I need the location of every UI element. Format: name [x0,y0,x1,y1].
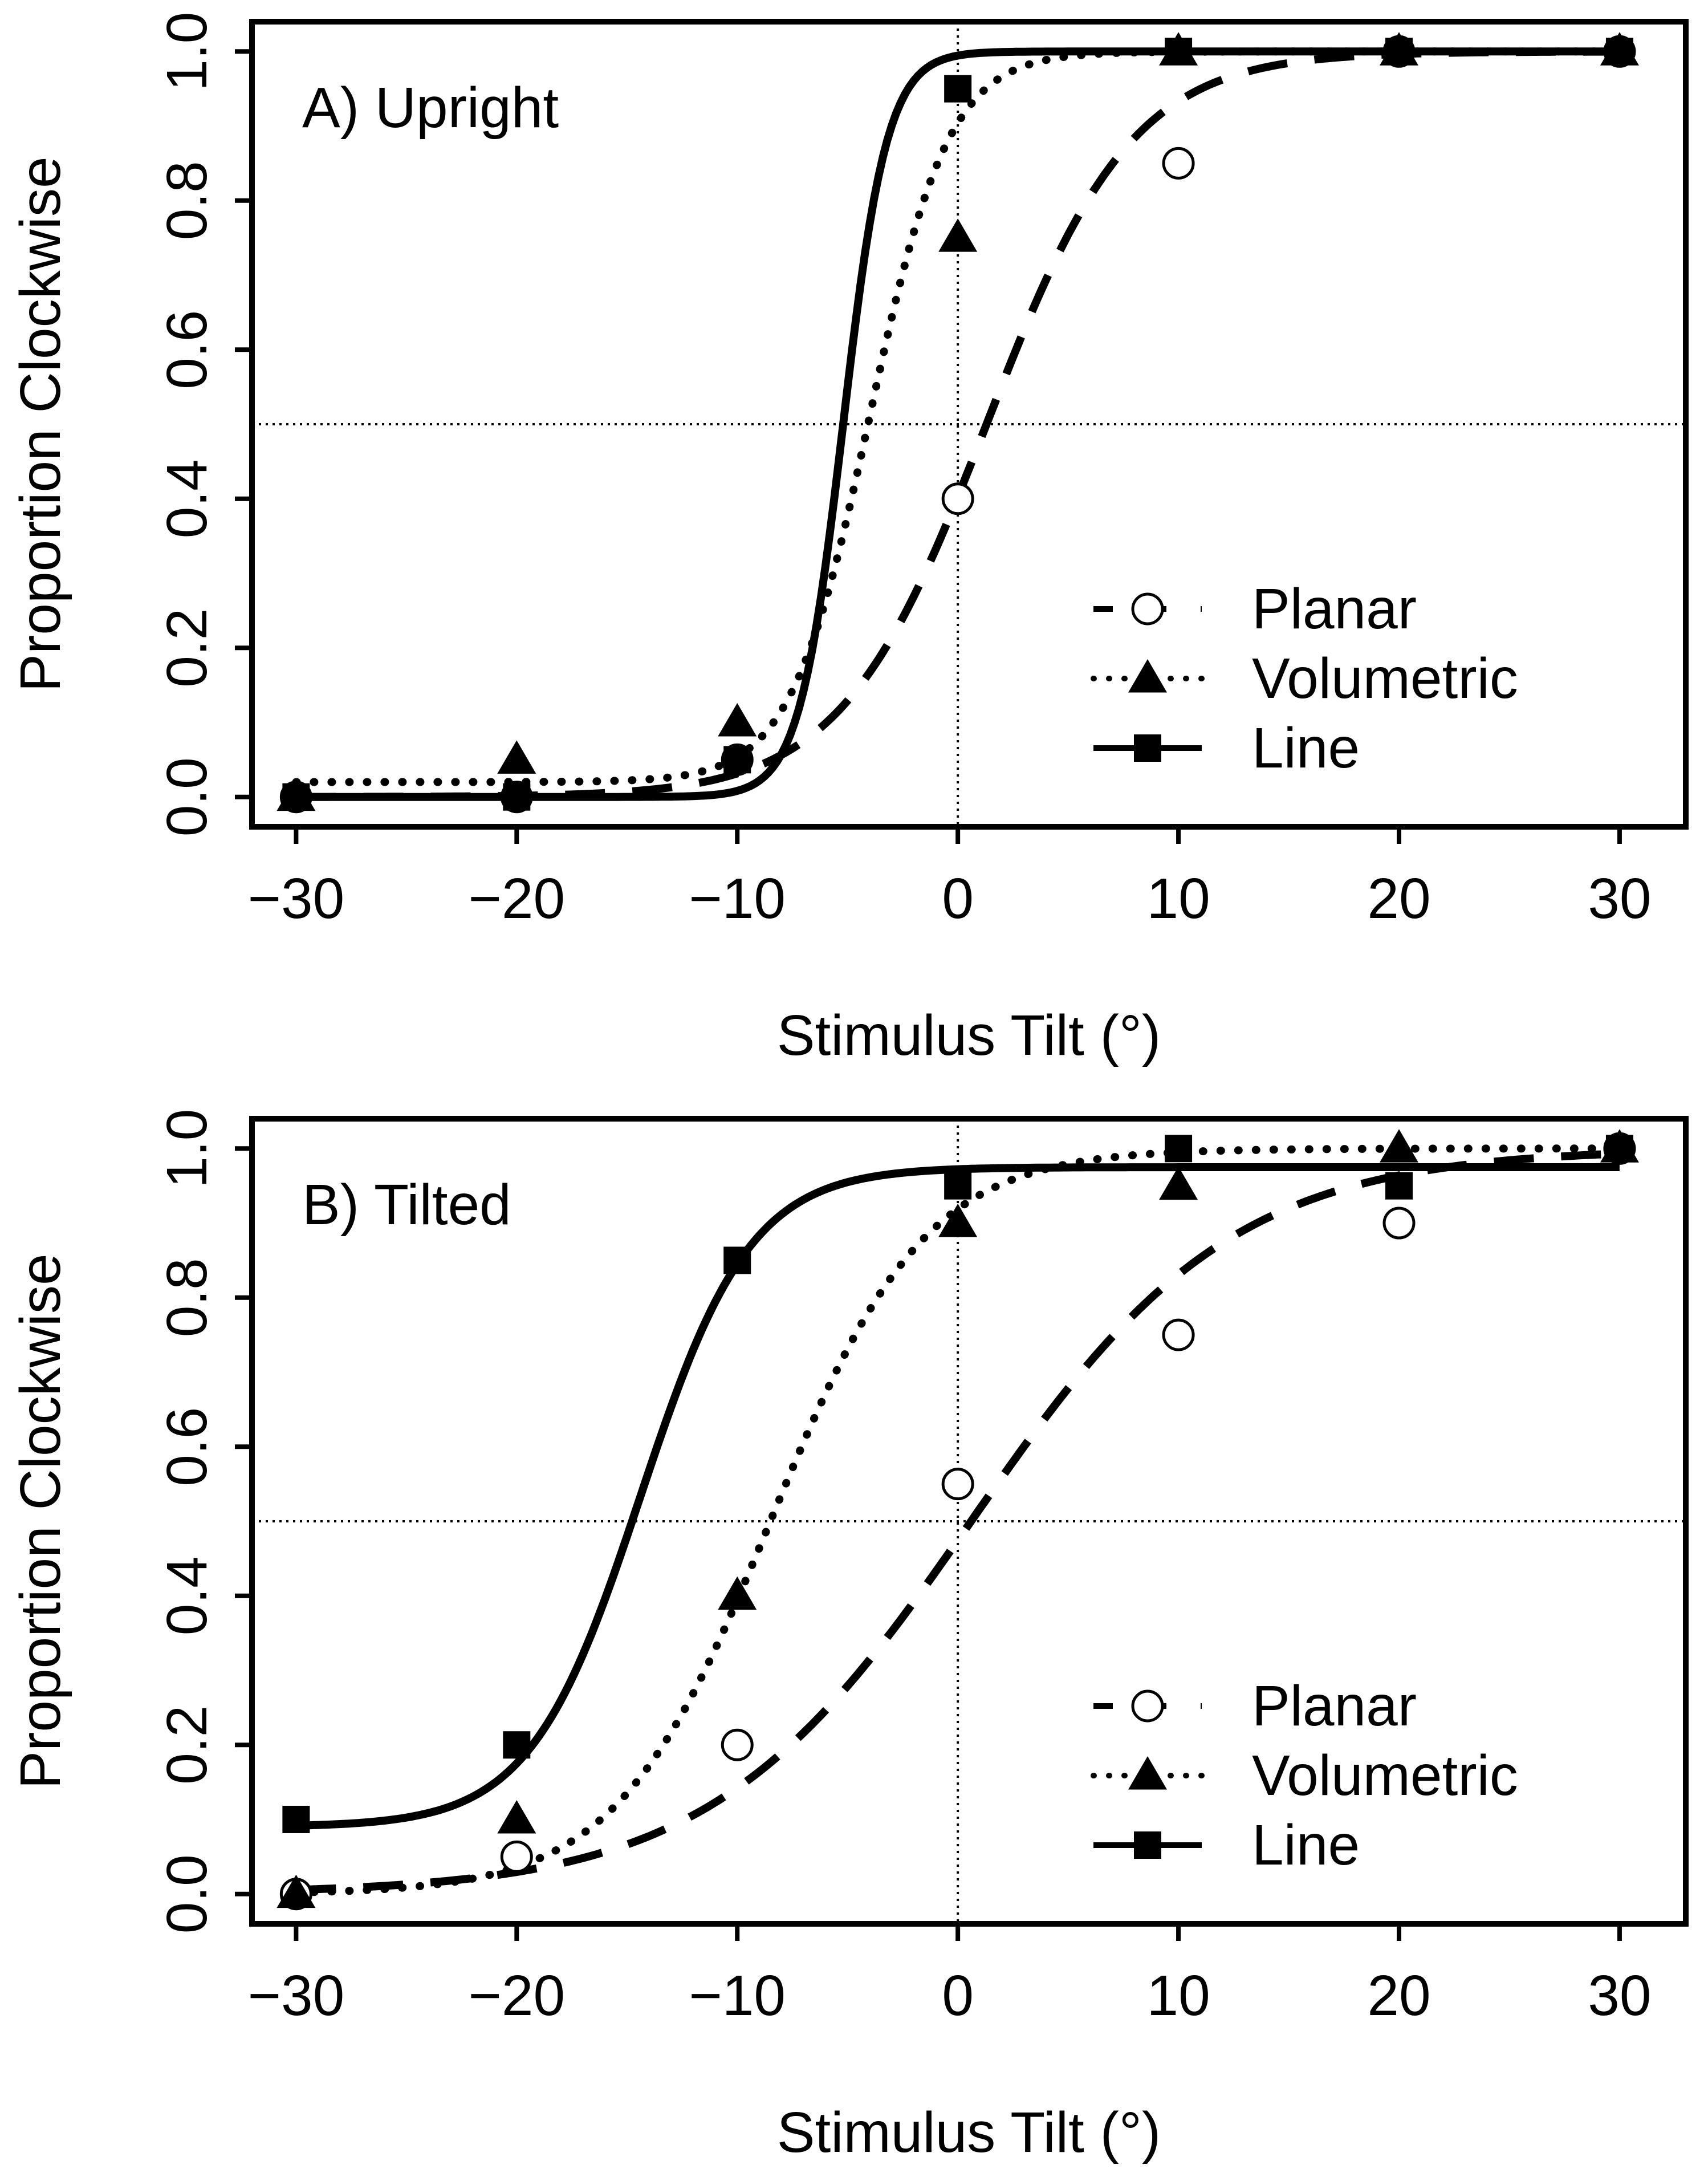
x-tick-label: 30 [1588,1964,1651,2028]
y-axis-label: Proportion Clockwise [9,1253,72,1789]
legend-label: Line [1252,716,1360,780]
x-tick-label: 10 [1146,867,1210,931]
y-tick-label: 0.0 [155,1854,219,1934]
data-point-volumetric [497,1800,536,1834]
legend-marker-line [1134,1831,1161,1859]
data-point-planar [1162,1318,1195,1351]
data-point-planar [1382,1207,1416,1240]
x-tick-label: 20 [1367,867,1430,931]
data-point-planar [941,482,974,515]
y-tick-label: 0.4 [155,459,219,538]
legend-label: Planar [1252,577,1417,641]
y-tick-label: 0.2 [155,1705,219,1785]
data-point-volumetric [718,702,757,737]
y-tick-label: 0.0 [155,757,219,836]
x-axis-label: Stimulus Tilt (°) [777,1004,1161,1067]
data-point-volumetric [276,1874,316,1908]
data-point-volumetric [1380,1129,1418,1163]
data-point-planar [941,1468,974,1501]
data-point-line [1385,38,1413,66]
data-point-planar [500,1840,533,1873]
data-point-volumetric [938,1204,978,1237]
y-tick-label: 1.0 [155,1109,219,1188]
x-tick-label: 0 [942,1964,974,2028]
legend-marker-planar [1131,592,1164,626]
x-axis-label: Stimulus Tilt (°) [777,2101,1161,2164]
panel-a: −30 −20 −10 0 10 20 30 0.0 0.2 0.4 0.6 0.8 1.0 Stimul… [9,12,1689,1067]
legend-label: Volumetric [1252,1744,1518,1808]
data-point-line [944,1172,972,1200]
y-tick-label: 0.6 [155,1407,219,1486]
x-tick-label: −10 [689,867,786,931]
x-tick-label: −20 [468,1964,565,2028]
x-tick-label: −20 [468,867,565,931]
x-tick-label: 20 [1367,1964,1430,2028]
legend-marker-volumetric [1128,1756,1167,1790]
data-point-line [1165,38,1193,66]
y-tick-label: 0.8 [155,161,219,240]
x-tick-label: 10 [1146,1964,1210,2028]
data-point-volumetric [938,218,978,252]
data-point-line [503,783,531,811]
y-tick-label: 0.2 [155,608,219,688]
data-point-volumetric [718,1576,757,1610]
panel-b: −30 −20 −10 0 10 20 30 0.0 0.2 0.4 0.6 0.8 1.0 Stimul… [9,1109,1689,2164]
x-tick-label: −30 [248,1964,345,2028]
panel-title: B) Tilted [302,1173,511,1237]
data-point-line [723,746,751,774]
y-axis-label: Proportion Clockwise [9,156,72,692]
y-tick-label: 0.4 [155,1556,219,1635]
data-point-line [723,1246,751,1274]
data-point-planar [721,1728,754,1761]
legend-label: Planar [1252,1674,1417,1738]
plot-frame [249,1116,1689,1927]
y-tick-label: 0.6 [155,310,219,389]
y-tick-label: 0.8 [155,1258,219,1337]
fit-curve-line [296,1163,1620,1830]
data-point-line [1165,1135,1193,1163]
data-point-line [944,75,972,103]
x-tick-label: −10 [689,1964,786,2028]
plot-frame [249,19,1689,830]
legend-marker-planar [1131,1689,1164,1723]
data-point-line [1605,38,1633,66]
data-point-line [282,783,310,811]
legend-label: Volumetric [1252,647,1518,710]
data-point-volumetric [497,740,536,774]
legend-label: Line [1252,1813,1360,1877]
data-point-planar [1162,147,1195,180]
data-point-volumetric [1159,1166,1198,1200]
data-point-line [1385,1172,1413,1200]
panel-title: A) Upright [302,76,559,140]
legend-marker-volumetric [1128,659,1167,693]
x-tick-label: 0 [942,867,974,931]
y-tick-label: 1.0 [155,12,219,91]
legend-marker-line [1134,734,1161,762]
x-tick-label: −30 [248,867,345,931]
data-point-line [503,1731,531,1759]
x-tick-label: 30 [1588,867,1651,931]
data-point-line [1605,1135,1633,1163]
data-point-line [282,1805,310,1833]
